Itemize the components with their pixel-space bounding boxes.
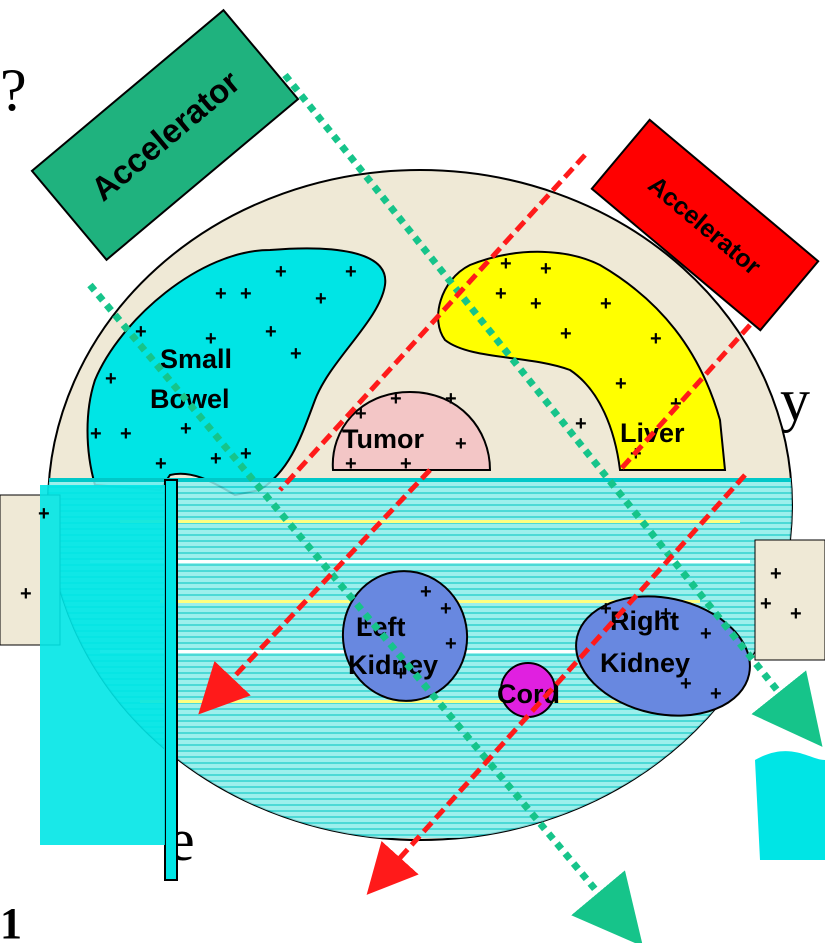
- svg-text:+: +: [20, 583, 32, 605]
- svg-text:+: +: [650, 328, 662, 350]
- svg-text:+: +: [660, 603, 672, 625]
- dose-markers: + + + + + + + + + + + + + + + + + + + + + + + + + + + + + +…: [20, 253, 802, 705]
- svg-text:+: +: [400, 453, 412, 475]
- small-bowel-label-line1: Small: [160, 344, 232, 374]
- svg-text:+: +: [38, 503, 50, 525]
- svg-text:+: +: [700, 623, 712, 645]
- lower-bowel-curve: [755, 751, 825, 860]
- svg-text:+: +: [760, 593, 772, 615]
- scan-artifact-right: [754, 539, 825, 661]
- svg-text:+: +: [445, 388, 457, 410]
- svg-text:+: +: [495, 283, 507, 305]
- tumor-label: Tumor: [342, 424, 424, 454]
- svg-text:+: +: [790, 603, 802, 625]
- tumor-region: [331, 390, 492, 471]
- svg-text:+: +: [600, 293, 612, 315]
- svg-text:+: +: [240, 283, 252, 305]
- svg-text:+: +: [420, 581, 432, 603]
- bowel-extension-fill: [40, 485, 165, 845]
- svg-text:+: +: [445, 633, 457, 655]
- svg-text:+: +: [710, 683, 722, 705]
- svg-text:+: +: [390, 388, 402, 410]
- svg-text:+: +: [180, 418, 192, 440]
- green-beam-lower: [87, 282, 643, 943]
- svg-text:+: +: [600, 598, 612, 620]
- bg-fragment-1: 1: [0, 899, 22, 943]
- svg-text:+: +: [345, 261, 357, 283]
- svg-text:+: +: [560, 323, 572, 345]
- svg-text:+: +: [275, 261, 287, 283]
- bg-fragment-question: ?: [0, 57, 27, 123]
- svg-text:+: +: [530, 293, 542, 315]
- svg-text:+: +: [90, 423, 102, 445]
- right-kidney-region: [575, 595, 751, 717]
- red-beam-upper: [278, 153, 587, 492]
- svg-text:+: +: [205, 328, 217, 350]
- svg-text:+: +: [770, 563, 782, 585]
- svg-text:+: +: [105, 368, 117, 390]
- svg-text:+: +: [240, 443, 252, 465]
- liver-region: [437, 250, 727, 471]
- svg-text:+: +: [360, 613, 372, 635]
- svg-text:+: +: [315, 288, 327, 310]
- left-kidney-region: [341, 570, 469, 702]
- left-kidney-label-line2: Kidney: [348, 650, 438, 680]
- svg-text:+: +: [680, 673, 692, 695]
- red-beam-lower: [618, 323, 752, 472]
- svg-text:+: +: [575, 413, 587, 435]
- green-beam-upper: [282, 72, 823, 747]
- svg-text:+: +: [395, 663, 407, 685]
- svg-text:+: +: [615, 373, 627, 395]
- svg-text:+: +: [120, 423, 132, 445]
- svg-text:+: +: [210, 448, 222, 470]
- svg-text:+: +: [455, 433, 467, 455]
- svg-text:+: +: [135, 321, 147, 343]
- svg-text:+: +: [215, 283, 227, 305]
- svg-text:+: +: [440, 598, 452, 620]
- right-kidney-label-line2: Kidney: [600, 648, 690, 678]
- svg-text:+: +: [355, 403, 367, 425]
- svg-text:+: +: [155, 453, 167, 475]
- svg-text:+: +: [540, 258, 552, 280]
- svg-text:+: +: [265, 321, 277, 343]
- bg-fragment-y: y: [780, 367, 810, 433]
- bowel-extension: [164, 479, 178, 881]
- svg-text:+: +: [290, 343, 302, 365]
- svg-text:+: +: [500, 253, 512, 275]
- red-beam-lower-ext: [366, 473, 747, 895]
- svg-text:+: +: [345, 453, 357, 475]
